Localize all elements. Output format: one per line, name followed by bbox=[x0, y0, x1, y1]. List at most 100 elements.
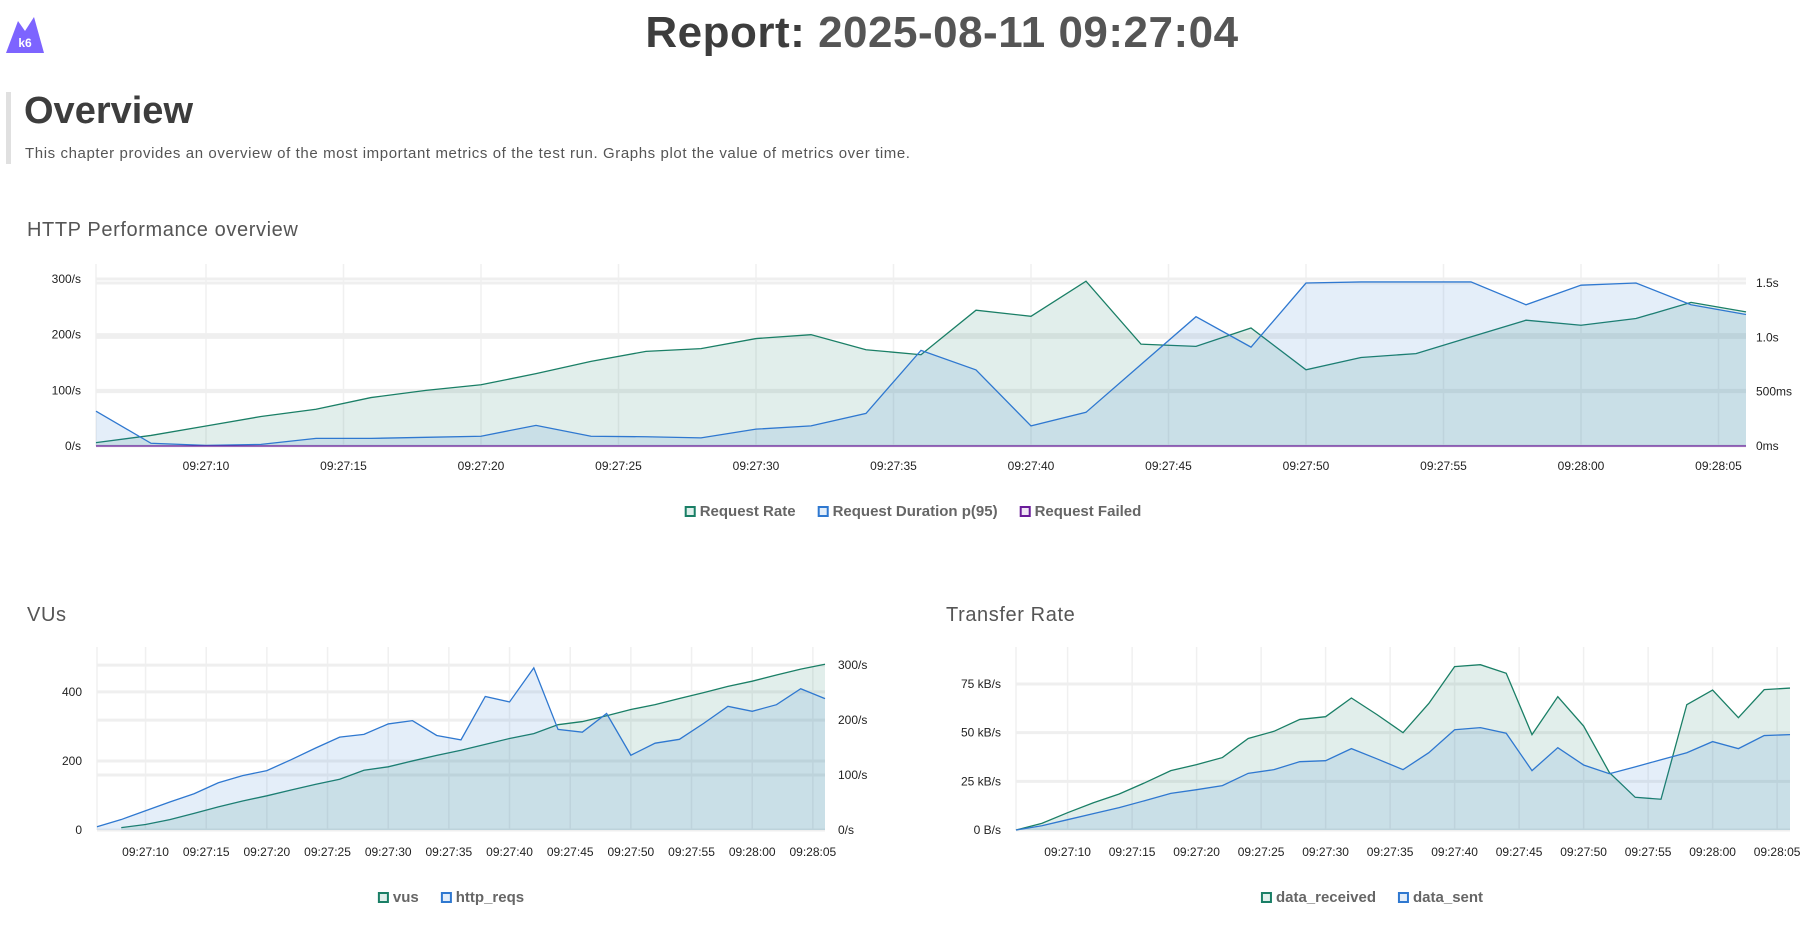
legend-label: Request Rate bbox=[699, 503, 796, 520]
x-tick-label: 09:27:15 bbox=[1109, 845, 1156, 859]
x-tick-label: 09:27:25 bbox=[595, 459, 642, 473]
y-left-tick-label: 0 bbox=[75, 823, 82, 837]
series-area bbox=[96, 281, 1746, 446]
chapter-description: This chapter provides an overview of the… bbox=[25, 145, 911, 162]
x-tick-label: 09:27:45 bbox=[1145, 459, 1192, 473]
legend-label: Request Duration p(95) bbox=[832, 503, 998, 520]
report-title-prefix: Report: bbox=[645, 8, 806, 57]
y-left-tick-label: 25 kB/s bbox=[961, 774, 1001, 788]
series-http-reqs bbox=[96, 666, 826, 830]
series-line bbox=[121, 663, 826, 829]
series-data-received bbox=[1015, 664, 1791, 831]
legend-vus[interactable]: vus bbox=[377, 889, 419, 906]
x-tick-label: 09:27:35 bbox=[870, 459, 917, 473]
x-tick-label: 09:27:30 bbox=[365, 845, 412, 859]
x-tick-label: 09:27:50 bbox=[608, 845, 655, 859]
x-tick-label: 09:27:25 bbox=[304, 845, 351, 859]
y-left-tick-label: 75 kB/s bbox=[961, 677, 1001, 691]
x-tick-label: 09:27:30 bbox=[1302, 845, 1349, 859]
http-performance-title: HTTP Performance overview bbox=[27, 219, 299, 241]
x-tick-label: 09:27:40 bbox=[1431, 845, 1478, 859]
series-area bbox=[1016, 664, 1790, 830]
chapter-border bbox=[6, 92, 11, 164]
y-left-tick-label: 200/s bbox=[52, 328, 81, 342]
y-right-tick-label: 1.0s bbox=[1756, 330, 1779, 344]
x-tick-label: 09:27:45 bbox=[547, 845, 594, 859]
legend-label: Request Failed bbox=[1034, 503, 1142, 520]
chapter-title: Overview bbox=[24, 90, 193, 132]
y-right-tick-label: 0/s bbox=[838, 823, 854, 837]
y-left-tick-label: 50 kB/s bbox=[961, 726, 1001, 740]
series-area bbox=[1016, 727, 1790, 830]
x-tick-label: 09:27:25 bbox=[1238, 845, 1285, 859]
x-tick-label: 09:27:20 bbox=[244, 845, 291, 859]
x-tick-label: 09:27:55 bbox=[668, 845, 715, 859]
transfer-rate-legend: data_received data_sent bbox=[1260, 889, 1483, 906]
logo-text: k6 bbox=[18, 36, 32, 50]
report-title: Report: 2025-08-11 09:27:04 bbox=[0, 8, 1804, 58]
x-tick-label: 09:27:40 bbox=[486, 845, 533, 859]
legend-label: vus bbox=[392, 889, 419, 906]
series-request-duration-p-95- bbox=[95, 281, 1747, 446]
series-data-sent bbox=[1015, 726, 1791, 831]
x-tick-label: 09:27:35 bbox=[426, 845, 473, 859]
series-request-rate bbox=[95, 280, 1747, 446]
http-performance-legend: Request Rate Request Duration p(95) Requ… bbox=[684, 503, 1142, 520]
y-left-tick-label: 400 bbox=[62, 685, 82, 699]
legend-swatch bbox=[817, 506, 829, 517]
y-right-tick-label: 100/s bbox=[838, 768, 867, 782]
x-tick-label: 09:28:05 bbox=[1754, 845, 1801, 859]
legend-swatch bbox=[1398, 892, 1410, 903]
x-tick-label: 09:27:55 bbox=[1625, 845, 1672, 859]
transfer-rate-title: Transfer Rate bbox=[946, 604, 1076, 626]
y-left-tick-label: 100/s bbox=[52, 383, 81, 397]
legend-swatch bbox=[1019, 506, 1031, 517]
y-left-tick-label: 200 bbox=[62, 754, 82, 768]
legend-http-reqs[interactable]: http_reqs bbox=[440, 889, 525, 906]
y-left-tick-label: 0 B/s bbox=[974, 823, 1001, 837]
x-tick-label: 09:27:20 bbox=[458, 459, 505, 473]
legend-swatch bbox=[1260, 892, 1272, 903]
x-tick-label: 09:27:35 bbox=[1367, 845, 1414, 859]
vus-legend: vus http_reqs bbox=[377, 889, 525, 906]
x-tick-label: 09:27:15 bbox=[183, 845, 230, 859]
x-tick-label: 09:27:20 bbox=[1173, 845, 1220, 859]
series-area bbox=[96, 281, 1746, 446]
legend-swatch bbox=[440, 892, 452, 903]
report-date: 2025-08-11 09:27:04 bbox=[818, 8, 1239, 57]
x-tick-label: 09:27:50 bbox=[1283, 459, 1330, 473]
x-tick-label: 09:27:15 bbox=[320, 459, 367, 473]
legend-swatch bbox=[377, 892, 389, 903]
x-tick-label: 09:27:40 bbox=[1008, 459, 1055, 473]
y-right-tick-label: 500ms bbox=[1756, 385, 1792, 399]
x-tick-label: 09:27:10 bbox=[122, 845, 169, 859]
x-tick-label: 09:27:50 bbox=[1560, 845, 1607, 859]
legend-data-sent[interactable]: data_sent bbox=[1398, 889, 1483, 906]
legend-data-received[interactable]: data_received bbox=[1260, 889, 1377, 906]
x-tick-label: 09:27:55 bbox=[1420, 459, 1467, 473]
y-right-tick-label: 200/s bbox=[838, 713, 867, 727]
x-tick-label: 09:28:00 bbox=[729, 845, 776, 859]
y-right-tick-label: 0ms bbox=[1756, 439, 1779, 453]
x-tick-label: 09:27:45 bbox=[1496, 845, 1543, 859]
legend-swatch bbox=[684, 506, 696, 517]
legend-request-duration[interactable]: Request Duration p(95) bbox=[817, 503, 998, 520]
x-tick-label: 09:27:10 bbox=[1044, 845, 1091, 859]
k6-logo: k6 bbox=[6, 17, 44, 53]
legend-request-rate[interactable]: Request Rate bbox=[684, 503, 796, 520]
legend-label: data_received bbox=[1275, 889, 1377, 906]
x-tick-label: 09:28:05 bbox=[790, 845, 837, 859]
x-tick-label: 09:28:00 bbox=[1558, 459, 1605, 473]
y-left-tick-label: 300/s bbox=[52, 272, 81, 286]
legend-label: data_sent bbox=[1413, 889, 1484, 906]
y-right-tick-label: 300/s bbox=[838, 658, 867, 672]
x-tick-label: 09:27:10 bbox=[183, 459, 230, 473]
legend-label: http_reqs bbox=[455, 889, 525, 906]
vus-title: VUs bbox=[27, 604, 67, 626]
x-tick-label: 09:28:05 bbox=[1695, 459, 1742, 473]
legend-request-failed[interactable]: Request Failed bbox=[1019, 503, 1142, 520]
grid bbox=[96, 647, 825, 832]
